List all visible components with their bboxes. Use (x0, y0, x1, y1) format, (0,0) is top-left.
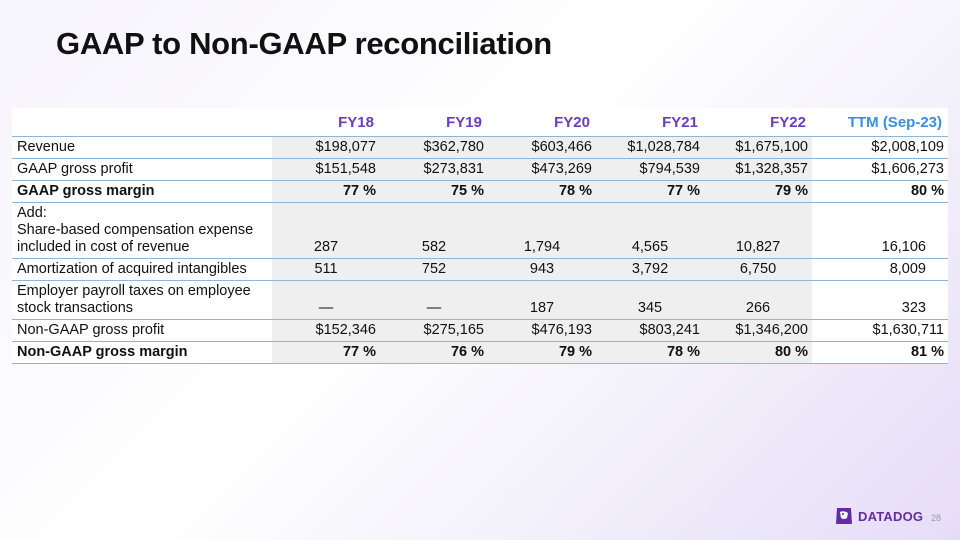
table-cell: 582 (380, 202, 488, 259)
datadog-dog-icon (836, 508, 852, 524)
table-row: Non-GAAP gross margin 77 % 76 % 79 % 78 … (12, 341, 948, 364)
table-cell: 78 % (488, 180, 596, 203)
table-cell: 80 % (812, 180, 948, 203)
table-row: Employer payroll taxes on employee stock… (12, 280, 948, 320)
table-cell: $151,548 (272, 158, 380, 181)
table-cell: $1,675,100 (704, 136, 812, 159)
table-cell: 80 % (704, 341, 812, 364)
table-cell: $362,780 (380, 136, 488, 159)
table-cell: $1,606,273 (812, 158, 948, 181)
table-cell: $273,831 (380, 158, 488, 181)
table-cell: 943 (488, 258, 596, 281)
table-cell: $275,165 (380, 319, 488, 342)
table-cell: 78 % (596, 341, 704, 364)
row-label: GAAP gross margin (12, 180, 272, 203)
table-row: Add: Share-based compensation expense in… (12, 202, 948, 259)
table-cell: $1,346,200 (704, 319, 812, 342)
reconciliation-table: FY18 FY19 FY20 FY21 FY22 TTM (Sep-23) Re… (12, 108, 948, 364)
table-row: GAAP gross margin 77 % 75 % 78 % 77 % 79… (12, 180, 948, 203)
table-cell: — (380, 280, 488, 320)
table-cell: $803,241 (596, 319, 704, 342)
logo-text: DATADOG (858, 508, 924, 524)
table-row: GAAP gross profit $151,548 $273,831 $473… (12, 158, 948, 181)
column-header: FY21 (596, 108, 704, 137)
column-header: FY18 (272, 108, 380, 137)
table-cell: 4,565 (596, 202, 704, 259)
table-cell: $1,028,784 (596, 136, 704, 159)
table-cell: $2,008,109 (812, 136, 948, 159)
table-cell: 6,750 (704, 258, 812, 281)
column-header: FY20 (488, 108, 596, 137)
table-cell: 76 % (380, 341, 488, 364)
datadog-logo: DATADOG (834, 506, 923, 526)
table-row: Revenue $198,077 $362,780 $603,466 $1,02… (12, 136, 948, 159)
table-cell: 77 % (272, 341, 380, 364)
column-header: FY22 (704, 108, 812, 137)
table-cell: $794,539 (596, 158, 704, 181)
row-label: Non-GAAP gross profit (12, 319, 272, 342)
table-header-row: FY18 FY19 FY20 FY21 FY22 TTM (Sep-23) (12, 108, 948, 137)
table-row: Amortization of acquired intangibles 511… (12, 258, 948, 281)
table-cell: 16,106 (812, 202, 948, 259)
row-label: Employer payroll taxes on employee stock… (12, 280, 272, 320)
row-label-prefix: Add: (17, 205, 47, 221)
row-label: Amortization of acquired intangibles (12, 258, 272, 281)
table-cell: $473,269 (488, 158, 596, 181)
table-cell: 1,794 (488, 202, 596, 259)
table-cell: 81 % (812, 341, 948, 364)
row-label: Non-GAAP gross margin (12, 341, 272, 364)
table-cell: $198,077 (272, 136, 380, 159)
table-cell: $1,630,711 (812, 319, 948, 342)
table-row: Non-GAAP gross profit $152,346 $275,165 … (12, 319, 948, 342)
table-cell: $1,328,357 (704, 158, 812, 181)
table-cell: 287 (272, 202, 380, 259)
row-label-text: Share-based compensation expense include… (17, 222, 254, 255)
table-cell: 511 (272, 258, 380, 281)
table-cell: 75 % (380, 180, 488, 203)
table-cell: $476,193 (488, 319, 596, 342)
table-cell: 10,827 (704, 202, 812, 259)
header-label-cell (12, 108, 272, 137)
column-header: FY19 (380, 108, 488, 137)
table-cell: 752 (380, 258, 488, 281)
table-cell: 3,792 (596, 258, 704, 281)
table-cell: $603,466 (488, 136, 596, 159)
table-cell: 77 % (272, 180, 380, 203)
table-cell: — (272, 280, 380, 320)
table-cell: 8,009 (812, 258, 948, 281)
row-label: GAAP gross profit (12, 158, 272, 181)
table-cell: 345 (596, 280, 704, 320)
table-cell: 77 % (596, 180, 704, 203)
table-cell: 79 % (704, 180, 812, 203)
table-cell: 266 (704, 280, 812, 320)
page-number: 28 (931, 513, 942, 523)
page-title: GAAP to Non-GAAP reconciliation (56, 26, 552, 61)
row-label: Revenue (12, 136, 272, 159)
table-cell: 187 (488, 280, 596, 320)
column-header: TTM (Sep-23) (812, 108, 948, 137)
row-label: Add: Share-based compensation expense in… (12, 202, 272, 259)
table-cell: 323 (812, 280, 948, 320)
table-cell: 79 % (488, 341, 596, 364)
table-cell: $152,346 (272, 319, 380, 342)
